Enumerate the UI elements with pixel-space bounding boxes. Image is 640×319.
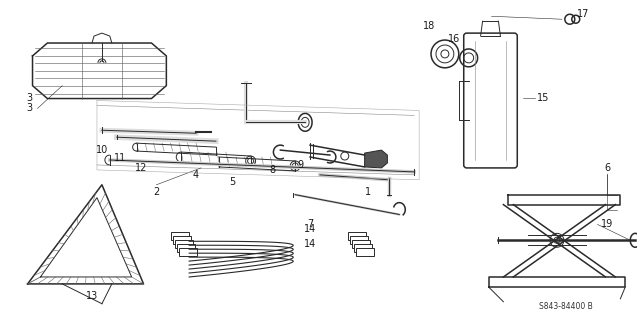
Bar bbox=[348, 232, 365, 240]
Text: 14: 14 bbox=[304, 224, 316, 234]
Text: 11: 11 bbox=[114, 153, 126, 163]
Text: 6: 6 bbox=[604, 163, 611, 173]
Text: 19: 19 bbox=[602, 219, 614, 229]
Text: 5: 5 bbox=[230, 177, 236, 187]
Text: 12: 12 bbox=[136, 163, 148, 173]
Text: 14: 14 bbox=[304, 239, 316, 249]
Text: 7: 7 bbox=[307, 219, 313, 229]
Text: 18: 18 bbox=[423, 21, 435, 31]
Bar bbox=[175, 240, 193, 248]
Text: 15: 15 bbox=[537, 93, 549, 102]
Text: 3: 3 bbox=[26, 93, 33, 102]
Text: 1: 1 bbox=[365, 187, 371, 197]
Bar bbox=[172, 232, 189, 240]
Bar bbox=[173, 236, 191, 244]
Text: S843-84400 B: S843-84400 B bbox=[539, 302, 593, 311]
FancyBboxPatch shape bbox=[464, 33, 517, 168]
Bar bbox=[179, 248, 197, 256]
Text: 4: 4 bbox=[193, 170, 199, 180]
Text: 2: 2 bbox=[154, 187, 159, 197]
Polygon shape bbox=[365, 150, 387, 168]
Bar bbox=[349, 236, 367, 244]
Text: 13: 13 bbox=[86, 291, 98, 301]
Bar bbox=[356, 248, 374, 256]
Text: 10: 10 bbox=[96, 145, 108, 155]
Bar bbox=[177, 244, 195, 252]
Text: 8: 8 bbox=[269, 165, 275, 175]
Bar bbox=[352, 240, 369, 248]
Text: 9: 9 bbox=[297, 160, 303, 170]
Text: 16: 16 bbox=[448, 34, 460, 44]
Bar bbox=[354, 244, 372, 252]
Text: 3: 3 bbox=[26, 103, 33, 114]
Text: 17: 17 bbox=[577, 9, 589, 19]
